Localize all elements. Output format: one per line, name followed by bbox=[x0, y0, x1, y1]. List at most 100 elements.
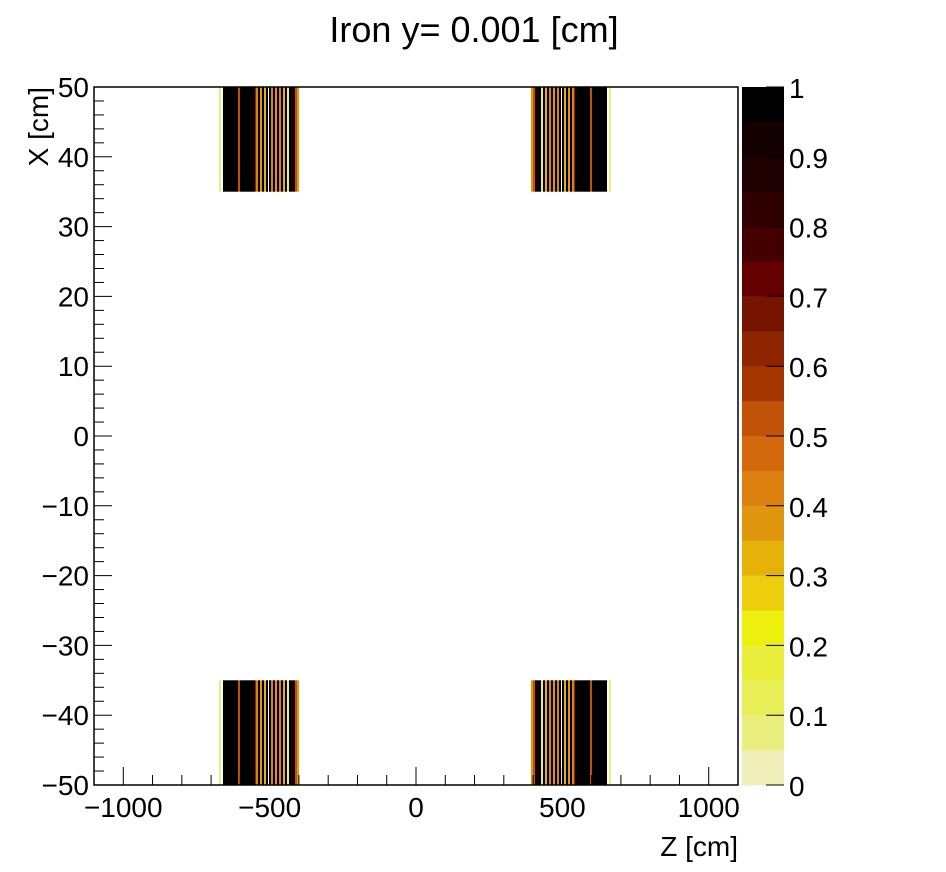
heat-stripe-left bbox=[258, 680, 260, 785]
heat-stripe-right bbox=[535, 680, 539, 785]
colorbar-tick-label: 0.7 bbox=[789, 282, 828, 313]
heat-stripe-right bbox=[590, 680, 592, 785]
heat-stripe-left bbox=[266, 87, 268, 192]
heat-stripe-left bbox=[275, 680, 277, 785]
colorbar-swatch bbox=[742, 540, 784, 577]
x-tick-label: 1000 bbox=[678, 792, 740, 823]
heat-stripe-right bbox=[562, 87, 564, 192]
colorbar-tick-label: 0.3 bbox=[789, 562, 828, 593]
y-tick-label: −10 bbox=[42, 491, 90, 522]
colorbar-swatch bbox=[742, 575, 784, 611]
heat-stripe-left bbox=[281, 87, 283, 192]
colorbar-swatch bbox=[742, 261, 784, 297]
heat-stripe-left bbox=[281, 680, 283, 785]
heat-stripe-right bbox=[575, 680, 590, 785]
heat-stripe-left bbox=[264, 87, 266, 192]
heat-stripe-right bbox=[572, 680, 574, 785]
plot-background bbox=[94, 87, 738, 785]
colorbar-swatch bbox=[742, 645, 784, 681]
colorbar-tick-label: 0.6 bbox=[789, 352, 828, 383]
x-tick-label: 0 bbox=[408, 792, 424, 823]
heat-stripe-left bbox=[289, 680, 291, 785]
heat-stripe-right bbox=[535, 87, 539, 192]
heat-stripe-right bbox=[539, 680, 541, 785]
heat-stripe-left bbox=[262, 87, 264, 192]
heat-stripe-left bbox=[287, 87, 289, 192]
y-tick-label: 50 bbox=[58, 72, 89, 103]
heat-stripe-right bbox=[531, 680, 533, 785]
heat-stripe-left bbox=[279, 680, 281, 785]
heat-stripe-left bbox=[268, 87, 269, 192]
y-tick-label: 40 bbox=[58, 142, 89, 173]
heat-stripe-left bbox=[266, 680, 268, 785]
y-tick-label: 30 bbox=[58, 212, 89, 243]
colorbar-tick-label: 1 bbox=[789, 73, 805, 104]
heat-stripe-right bbox=[572, 87, 574, 192]
heat-stripe-left bbox=[289, 87, 291, 192]
heat-stripe-left bbox=[255, 680, 256, 785]
colorbar-tick-label: 0.4 bbox=[789, 492, 828, 523]
heat-stripe-left bbox=[295, 680, 297, 785]
heat-stripe-left bbox=[219, 87, 221, 192]
heat-stripe-right bbox=[543, 680, 545, 785]
heat-stripe-right bbox=[564, 680, 566, 785]
heat-stripe-left bbox=[223, 87, 238, 192]
heat-stripe-left bbox=[256, 680, 258, 785]
colorbar-swatch bbox=[742, 610, 784, 646]
x-axis-tick-labels: −1000 −500 0 500 1000 bbox=[84, 792, 740, 823]
y-tick-label: −40 bbox=[42, 700, 90, 731]
heat-stripe-right bbox=[555, 87, 557, 192]
colorbar-tick-label: 0.2 bbox=[789, 631, 828, 662]
heat-stripe-right bbox=[559, 680, 561, 785]
colorbar-swatch bbox=[742, 505, 784, 542]
heat-stripe-left bbox=[273, 87, 275, 192]
heat-stripe-right bbox=[568, 87, 570, 192]
heat-stripe-right bbox=[592, 680, 607, 785]
colorbar-swatch bbox=[742, 191, 784, 228]
colorbar-swatch bbox=[742, 87, 784, 123]
heat-stripe-left bbox=[264, 680, 266, 785]
x-tick-label: −500 bbox=[238, 792, 301, 823]
heat-stripe-left bbox=[275, 87, 277, 192]
colorbar-swatch bbox=[742, 331, 784, 367]
heat-stripe-left bbox=[269, 680, 271, 785]
heat-stripe-left bbox=[238, 680, 240, 785]
heat-stripe-left bbox=[297, 680, 299, 785]
colorbar-tick-label: 0.9 bbox=[789, 143, 828, 174]
heat-stripe-left bbox=[297, 87, 299, 192]
x-tick-label: −1000 bbox=[84, 792, 163, 823]
y-axis-tick-labels: 50 40 30 20 10 0 −10 −20 −30 −40 −50 bbox=[42, 72, 90, 801]
heat-stripe-right bbox=[570, 87, 572, 192]
heat-stripe-right bbox=[543, 87, 545, 192]
y-tick-label: 20 bbox=[58, 281, 89, 312]
heat-stripe-left bbox=[269, 87, 271, 192]
heat-stripe-left bbox=[223, 680, 238, 785]
heat-stripe-right bbox=[561, 87, 562, 192]
chart-title: Iron y= 0.001 [cm] bbox=[329, 9, 618, 50]
heat-stripe-left bbox=[221, 680, 223, 785]
heat-stripe-right bbox=[531, 87, 533, 192]
heat-stripe-left bbox=[279, 87, 281, 192]
heat-stripe-left bbox=[238, 87, 240, 192]
lower-iron-band bbox=[219, 680, 611, 785]
heat-stripe-left bbox=[285, 680, 287, 785]
heat-stripe-right bbox=[609, 680, 611, 785]
y-tick-label: 10 bbox=[58, 351, 89, 382]
upper-iron-band bbox=[219, 87, 611, 192]
heat-stripe-right bbox=[547, 87, 549, 192]
y-tick-label: −30 bbox=[42, 630, 90, 661]
heat-stripe-right bbox=[574, 680, 575, 785]
x-tick-label: 500 bbox=[539, 792, 586, 823]
heat-stripe-right bbox=[541, 87, 543, 192]
color-scale-bar bbox=[742, 87, 784, 786]
heat-stripe-left bbox=[240, 87, 255, 192]
heat-stripe-right bbox=[592, 87, 607, 192]
colorbar-swatch bbox=[742, 296, 784, 332]
heat-stripe-left bbox=[256, 87, 258, 192]
y-tick-label: 0 bbox=[73, 421, 89, 452]
heat-stripe-left bbox=[262, 680, 264, 785]
heat-stripe-right bbox=[566, 87, 568, 192]
heat-stripe-right bbox=[568, 680, 570, 785]
colorbar-swatch bbox=[742, 680, 784, 716]
